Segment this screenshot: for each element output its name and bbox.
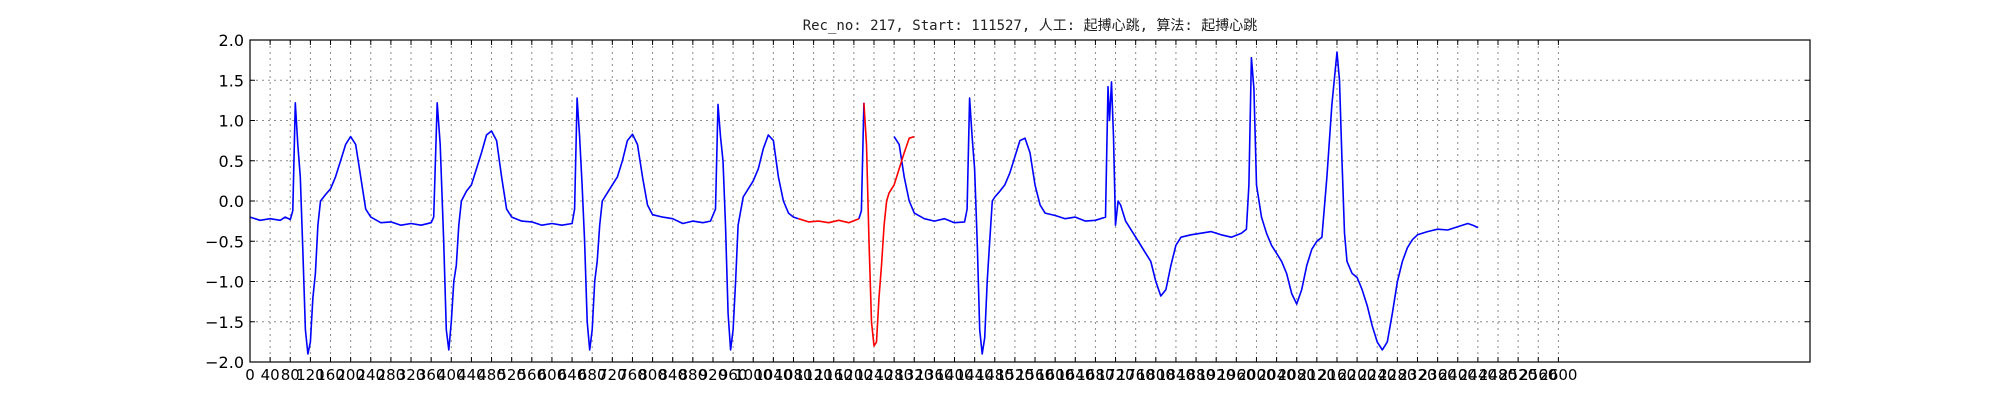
x-tick-label: 1800: [1137, 366, 1175, 384]
x-tick-label: 880: [679, 366, 708, 384]
y-tick-label: −1.5: [205, 313, 244, 332]
x-tick-label: 440: [457, 366, 486, 384]
x-tick-label: 800: [638, 366, 667, 384]
x-tick-label: 2280: [1378, 366, 1416, 384]
x-tick-label: 2120: [1298, 366, 1336, 384]
series-0-line: [249, 97, 799, 355]
x-tick-label: 1280: [875, 366, 913, 384]
series-1-line: [863, 102, 915, 347]
x-tick-label: 2320: [1398, 366, 1436, 384]
y-tick-label: −2.0: [205, 353, 244, 372]
x-tick-label: 2560: [1519, 366, 1557, 384]
x-tick-label: 1040: [754, 366, 792, 384]
grid: [249, 39, 1810, 363]
x-tick-label: 1560: [1016, 366, 1054, 384]
series-layer: [249, 51, 1479, 355]
x-tick-label: 1920: [1197, 366, 1235, 384]
x-tick-label: 1520: [996, 366, 1034, 384]
series-1-line: [798, 217, 860, 224]
x-tick-label: 0: [245, 366, 255, 384]
x-tick-label: 1320: [895, 366, 933, 384]
x-tick-label: 200: [336, 366, 365, 384]
x-tick-label: 920: [699, 366, 728, 384]
x-axis: 0 40 8012016020024028032036040044048052056…: [245, 40, 1577, 384]
x-tick-label: 1160: [815, 366, 853, 384]
y-tick-label: −0.5: [205, 232, 244, 251]
series-0-line: [893, 51, 1479, 355]
x-tick-label: 2200: [1338, 366, 1376, 384]
y-tick-label: 2.0: [219, 31, 244, 50]
x-tick-label: 1640: [1056, 366, 1094, 384]
x-tick-label: 720: [598, 366, 627, 384]
x-tick-label: 1240: [855, 366, 893, 384]
x-tick-label: 1960: [1217, 366, 1255, 384]
x-tick-label: 400: [437, 366, 466, 384]
x-tick-label: 2360: [1419, 366, 1457, 384]
x-tick-label: 1400: [935, 366, 973, 384]
x-tick-label: 2080: [1278, 366, 1316, 384]
y-tick-label: 0.0: [219, 192, 244, 211]
y-tick-label: 0.5: [219, 152, 244, 171]
x-tick-label: 1720: [1096, 366, 1134, 384]
x-tick-label: 2400: [1439, 366, 1477, 384]
x-tick-label: 1680: [1076, 366, 1114, 384]
x-tick-label: 280: [377, 366, 406, 384]
x-tick-label: 1120: [795, 366, 833, 384]
y-tick-label: −1.0: [205, 273, 244, 292]
x-tick-label: 360: [417, 366, 446, 384]
x-tick-label: 1840: [1157, 366, 1195, 384]
x-tick-label: 1000: [734, 366, 772, 384]
x-tick-label: 40: [261, 366, 280, 384]
x-tick-label: 1600: [1036, 366, 1074, 384]
x-tick-label: 480: [477, 366, 506, 384]
x-tick-label: 320: [397, 366, 426, 384]
x-tick-label: 160: [316, 366, 345, 384]
x-tick-label: 560: [517, 366, 546, 384]
y-tick-label: 1.0: [219, 112, 244, 131]
x-tick-label: 2480: [1479, 366, 1517, 384]
y-tick-label: 1.5: [219, 71, 244, 90]
x-tick-label: 520: [497, 366, 526, 384]
x-tick-label: 80: [281, 366, 300, 384]
x-tick-label: 1760: [1117, 366, 1155, 384]
x-tick-label: 1880: [1177, 366, 1215, 384]
chart-title: Rec_no: 217, Start: 111527, 人工: 起搏心跳, 算法…: [803, 17, 1258, 34]
x-tick-label: 960: [719, 366, 748, 384]
x-tick-label: 600: [538, 366, 567, 384]
x-tick-label: 2520: [1499, 366, 1537, 384]
x-tick-label: 1080: [774, 366, 812, 384]
x-tick-label: 2040: [1257, 366, 1295, 384]
series-0-line: [858, 102, 865, 219]
x-tick-label: 240: [356, 366, 385, 384]
x-tick-label: 2240: [1358, 366, 1396, 384]
x-tick-label: 760: [618, 366, 647, 384]
x-tick-label: 1480: [976, 366, 1014, 384]
x-tick-label: 1440: [956, 366, 994, 384]
x-tick-label: 640: [558, 366, 587, 384]
x-tick-label: 1360: [915, 366, 953, 384]
x-tick-label: 120: [296, 366, 325, 384]
x-tick-label: 1200: [835, 366, 873, 384]
x-tick-label: 2600: [1539, 366, 1577, 384]
x-tick-label: 2000: [1237, 366, 1275, 384]
x-tick-label: 2440: [1459, 366, 1497, 384]
x-tick-label: 2160: [1318, 366, 1356, 384]
x-tick-label: 680: [578, 366, 607, 384]
x-tick-label: 840: [658, 366, 687, 384]
y-axis: −2.0 −1.5 −1.0 −0.5 0.0 0.5 1.0 1.5 2.0: [205, 31, 1810, 372]
